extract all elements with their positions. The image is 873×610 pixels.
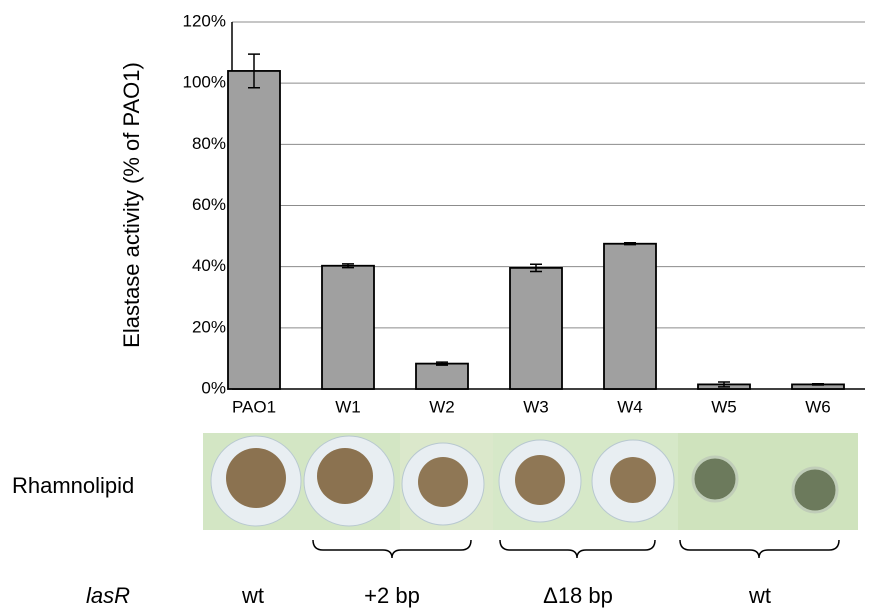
plate-colony: [226, 448, 286, 508]
y-axis-label: Elastase activity (% of PAO1): [119, 62, 144, 348]
x-tick-label: W6: [805, 397, 831, 416]
x-tick-label: W4: [617, 397, 643, 416]
plate-colony: [693, 457, 737, 501]
braces: [313, 540, 839, 558]
x-tick-label: PAO1: [232, 397, 276, 416]
chart: Elastase activity (% of PAO1) Rhamnolipi…: [0, 0, 873, 610]
bar: [416, 364, 468, 389]
lasr-group: wt: [748, 583, 771, 608]
x-tick-label: W5: [711, 397, 737, 416]
x-tick-label: W3: [523, 397, 549, 416]
plate-colony: [317, 448, 373, 504]
y-tick-label: 80%: [192, 134, 226, 153]
bar: [228, 71, 280, 389]
brace: [500, 540, 655, 558]
x-tick-label: W2: [429, 397, 455, 416]
lasr-label: lasR: [86, 583, 130, 608]
error-bar: [812, 384, 824, 385]
y-tick-label: 20%: [192, 317, 226, 336]
y-tick-label: 40%: [192, 256, 226, 275]
plate-colony: [610, 457, 656, 503]
lasr-group: Δ18 bp: [543, 583, 613, 608]
plates: [203, 433, 858, 530]
x-tick-label: W1: [335, 397, 361, 416]
y-tick-label: 0%: [201, 378, 226, 397]
lasr-group: +2 bp: [364, 583, 420, 608]
lasr-group: wt: [241, 583, 264, 608]
page: Elastase activity (% of PAO1) Rhamnolipi…: [0, 0, 873, 610]
y-tick-label: 100%: [183, 73, 226, 92]
brace: [313, 540, 471, 558]
bar: [604, 244, 656, 389]
plate-colony: [418, 457, 468, 507]
rhamnolipid-label: Rhamnolipid: [12, 473, 134, 498]
plate-colony: [515, 455, 565, 505]
y-tick-label: 120%: [183, 11, 226, 30]
bar: [510, 268, 562, 389]
bar: [322, 266, 374, 389]
plate-colony: [793, 468, 837, 512]
y-tick-label: 60%: [192, 195, 226, 214]
brace: [680, 540, 839, 558]
